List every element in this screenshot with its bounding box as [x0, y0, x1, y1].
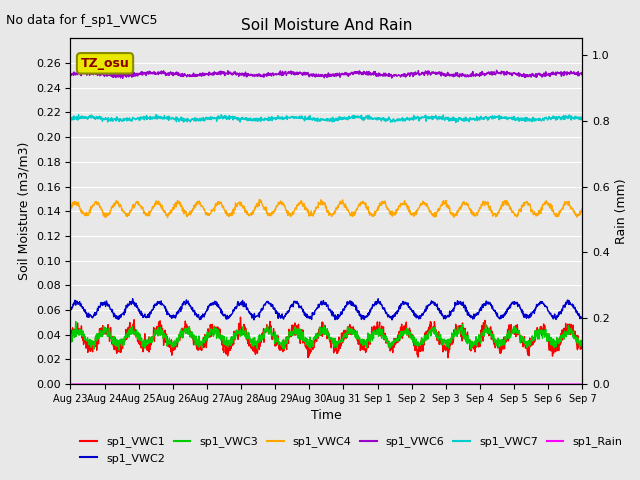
- Text: No data for f_sp1_VWC5: No data for f_sp1_VWC5: [6, 14, 158, 27]
- Legend: sp1_VWC1, sp1_VWC2, sp1_VWC3, sp1_VWC4, sp1_VWC6, sp1_VWC7, sp1_Rain: sp1_VWC1, sp1_VWC2, sp1_VWC3, sp1_VWC4, …: [76, 432, 627, 468]
- Y-axis label: Soil Moisture (m3/m3): Soil Moisture (m3/m3): [17, 142, 30, 280]
- X-axis label: Time: Time: [311, 409, 342, 422]
- Text: TZ_osu: TZ_osu: [81, 57, 129, 70]
- Title: Soil Moisture And Rain: Soil Moisture And Rain: [241, 18, 412, 33]
- Y-axis label: Rain (mm): Rain (mm): [616, 179, 628, 244]
